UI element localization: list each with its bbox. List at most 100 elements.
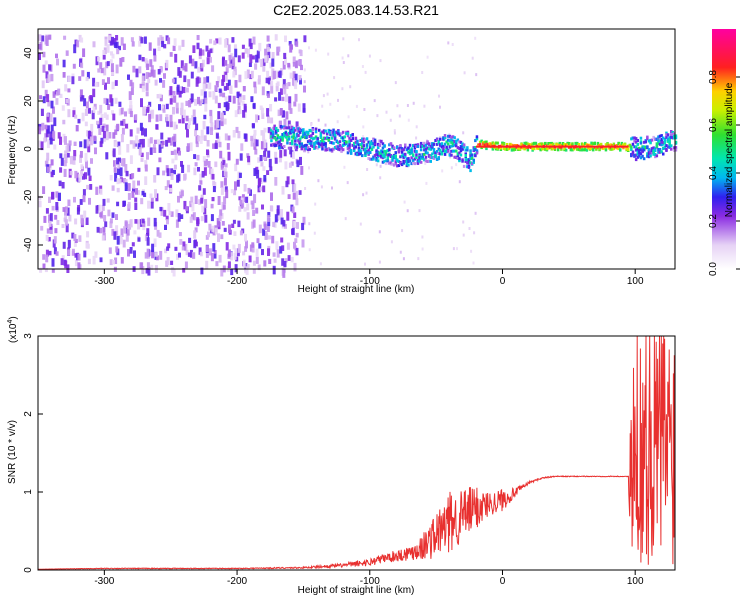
noise-cell (184, 63, 188, 72)
noise-cell (85, 217, 89, 225)
noise-cell (40, 141, 44, 151)
noise-cell (308, 166, 310, 170)
noise-cell (113, 231, 117, 240)
signal-cell (303, 132, 307, 136)
noise-cell (231, 223, 235, 228)
noise-cell (245, 240, 248, 249)
noise-cell (152, 144, 156, 149)
noise-cell (182, 241, 186, 251)
signal-cell (367, 151, 370, 155)
noise-cell (458, 180, 461, 184)
noise-cell (118, 101, 122, 107)
signal-cell (424, 147, 428, 151)
signal-cell (552, 146, 555, 150)
noise-cell (97, 124, 101, 129)
noise-cell (178, 45, 182, 51)
noise-cell (85, 160, 88, 169)
signal-cell (646, 152, 649, 156)
noise-cell (170, 93, 174, 102)
noise-cell (47, 100, 51, 107)
noise-cell (46, 113, 50, 121)
signal-cell (397, 160, 401, 163)
signal-cell (539, 148, 542, 152)
noise-cell (234, 48, 238, 58)
noise-cell (153, 147, 157, 153)
noise-cell (276, 205, 280, 214)
noise-cell (104, 82, 107, 90)
signal-cell (431, 152, 434, 156)
noise-cell (203, 160, 207, 167)
noise-cell (102, 54, 106, 60)
signal-cell (370, 142, 374, 146)
noise-cell (291, 179, 295, 185)
signal-cell (649, 150, 652, 154)
noise-cell (88, 197, 91, 205)
noise-cell (92, 106, 96, 113)
signal-cell (396, 164, 399, 168)
noise-cell (202, 120, 206, 130)
noise-cell (77, 118, 81, 124)
noise-cell (146, 248, 150, 258)
noise-cell (115, 225, 119, 232)
signal-cell (537, 143, 541, 146)
noise-cell (206, 57, 210, 65)
signal-cell (599, 142, 603, 146)
noise-cell (342, 61, 345, 64)
signal-cell (450, 149, 453, 153)
signal-cell (332, 130, 335, 134)
noise-cell (51, 205, 55, 211)
noise-cell (86, 139, 90, 147)
noise-cell (284, 161, 288, 170)
signal-cell (375, 153, 378, 156)
noise-cell (181, 115, 185, 124)
signal-cell (636, 147, 639, 151)
noise-cell (331, 186, 333, 190)
noise-cell (212, 186, 216, 193)
signal-cell (278, 136, 281, 140)
signal-cell (311, 145, 315, 148)
signal-cell (424, 143, 428, 147)
noise-cell (135, 135, 139, 144)
noise-cell (108, 247, 112, 254)
noise-cell (210, 122, 214, 131)
noise-cell (212, 231, 216, 236)
y-tick-label: 0 (23, 146, 34, 152)
signal-cell (335, 147, 338, 150)
noise-cell (225, 189, 229, 199)
noise-cell (192, 252, 196, 259)
signal-cell (400, 163, 404, 167)
signal-cell (338, 148, 342, 152)
noise-cell (39, 95, 43, 100)
noise-cell (204, 214, 208, 223)
noise-cell (150, 65, 154, 74)
noise-cell (203, 206, 207, 215)
noise-cell (222, 204, 226, 210)
noise-cell (182, 109, 186, 118)
noise-cell (114, 97, 118, 104)
noise-cell (126, 229, 130, 236)
noise-cell (180, 161, 183, 167)
noise-cell (423, 104, 426, 108)
noise-cell (288, 96, 292, 104)
noise-cell (285, 82, 289, 89)
noise-cell (321, 104, 324, 108)
noise-cell (293, 241, 296, 249)
signal-cell (658, 134, 662, 138)
noise-cell (326, 92, 329, 96)
signal-cell (412, 144, 415, 148)
noise-cell (74, 259, 78, 267)
signal-cell (410, 148, 413, 152)
noise-cell (116, 235, 120, 245)
signal-cell (634, 137, 638, 141)
signal-cell (413, 149, 417, 153)
signal-cell (353, 146, 356, 150)
signal-cell (663, 141, 667, 145)
noise-cell (80, 37, 84, 43)
noise-cell (264, 231, 268, 240)
signal-cell (657, 137, 660, 141)
noise-cell (60, 157, 64, 166)
noise-cell (169, 187, 173, 193)
noise-cell (74, 114, 78, 119)
signal-cell (421, 153, 424, 157)
noise-cell (308, 222, 311, 226)
